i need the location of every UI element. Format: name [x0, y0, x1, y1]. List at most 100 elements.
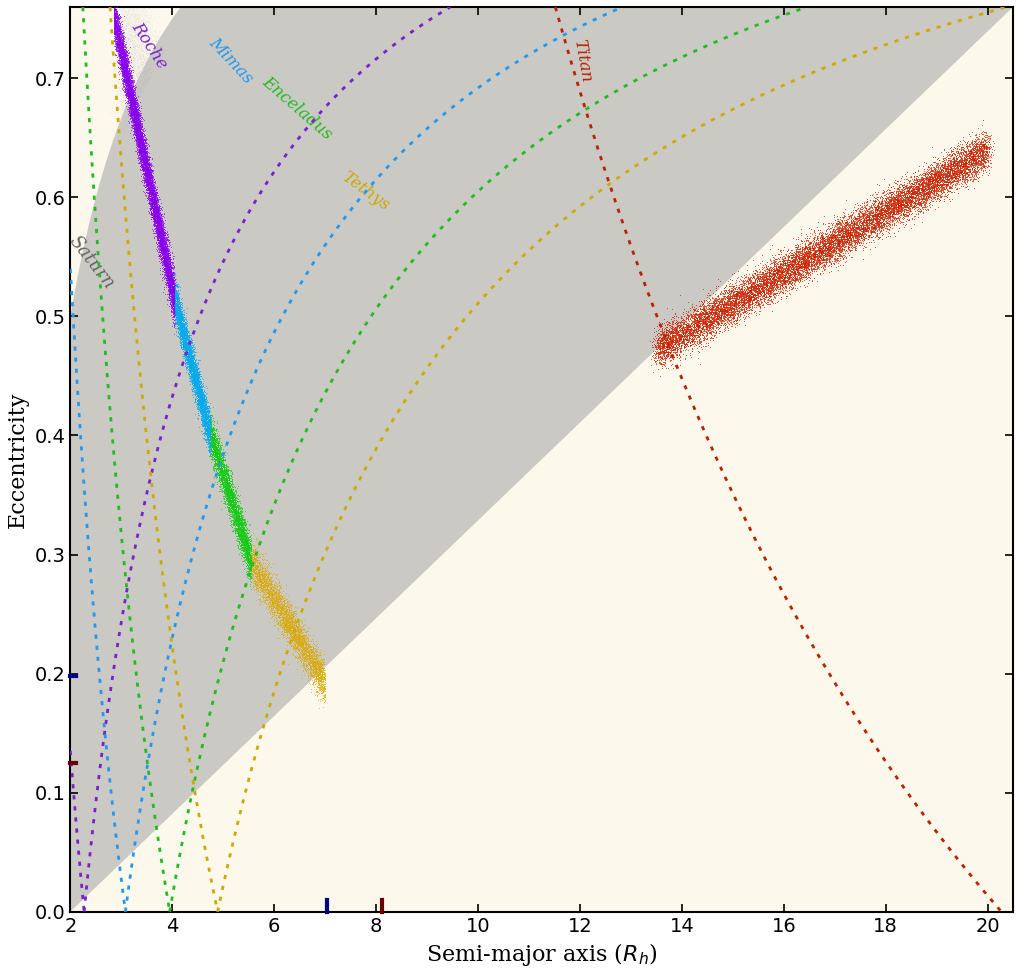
Point	[313, 656, 329, 672]
Point	[157, 249, 173, 264]
Point	[809, 251, 825, 266]
Point	[117, 62, 133, 78]
Point	[689, 325, 705, 340]
Point	[195, 394, 211, 410]
Point	[110, 29, 126, 45]
Point	[118, 62, 135, 78]
Point	[702, 313, 718, 329]
Point	[902, 189, 918, 205]
Point	[664, 337, 681, 353]
Point	[151, 223, 167, 239]
Point	[971, 150, 987, 166]
Point	[113, 35, 129, 51]
Point	[136, 71, 152, 87]
Point	[146, 203, 162, 218]
Point	[808, 219, 824, 235]
Point	[127, 42, 144, 58]
Point	[165, 287, 181, 302]
Point	[820, 245, 837, 260]
Point	[143, 166, 159, 181]
Point	[217, 439, 233, 454]
Point	[159, 260, 175, 276]
Point	[680, 294, 696, 310]
Point	[115, 55, 131, 70]
Point	[107, 92, 123, 107]
Point	[839, 241, 855, 256]
Point	[194, 404, 210, 419]
Point	[799, 257, 815, 273]
Point	[155, 219, 171, 235]
Point	[282, 607, 299, 623]
Point	[124, 89, 141, 104]
Point	[140, 58, 156, 73]
Point	[189, 398, 205, 413]
Point	[192, 381, 208, 397]
Point	[166, 319, 182, 334]
Point	[287, 617, 304, 633]
Point	[160, 267, 176, 283]
Point	[106, 66, 122, 82]
Point	[133, 136, 150, 152]
Point	[113, 36, 129, 52]
Point	[127, 113, 144, 129]
Point	[107, 55, 123, 70]
Point	[137, 150, 153, 166]
Point	[128, 117, 145, 133]
Point	[727, 281, 743, 296]
Point	[293, 647, 310, 663]
Point	[813, 224, 829, 240]
Point	[110, 6, 126, 21]
Point	[213, 460, 229, 476]
Point	[765, 271, 782, 287]
Point	[138, 15, 154, 30]
Point	[843, 237, 859, 253]
Point	[902, 176, 918, 191]
Point	[174, 314, 191, 330]
Point	[189, 381, 205, 397]
Point	[166, 293, 182, 309]
Point	[192, 372, 208, 388]
Point	[153, 229, 169, 245]
Point	[136, 146, 152, 162]
Point	[169, 315, 185, 331]
Point	[122, 80, 139, 96]
Point	[120, 71, 137, 87]
Point	[176, 324, 193, 339]
Point	[143, 186, 159, 202]
Point	[714, 295, 731, 311]
Point	[962, 157, 978, 173]
Point	[154, 214, 170, 229]
Point	[184, 370, 201, 386]
Point	[131, 70, 148, 86]
Point	[871, 206, 888, 221]
Point	[145, 195, 161, 211]
Point	[311, 666, 327, 682]
Point	[841, 226, 857, 242]
Point	[216, 487, 232, 502]
Point	[129, 118, 146, 134]
Point	[115, 126, 131, 141]
Point	[931, 167, 948, 182]
Point	[274, 623, 290, 639]
Point	[135, 28, 151, 44]
Point	[207, 426, 223, 442]
Point	[246, 563, 262, 578]
Point	[795, 252, 811, 267]
Point	[223, 513, 239, 528]
Point	[774, 272, 791, 288]
Point	[135, 169, 151, 184]
Point	[227, 499, 244, 515]
Point	[186, 368, 203, 383]
Point	[867, 198, 883, 214]
Point	[647, 323, 663, 338]
Point	[140, 164, 156, 179]
Point	[117, 47, 133, 62]
Point	[698, 320, 714, 335]
Point	[131, 89, 148, 104]
Point	[125, 121, 142, 137]
Point	[120, 65, 137, 81]
Point	[132, 57, 149, 72]
Point	[774, 272, 791, 288]
Point	[150, 224, 166, 240]
Point	[182, 345, 199, 361]
